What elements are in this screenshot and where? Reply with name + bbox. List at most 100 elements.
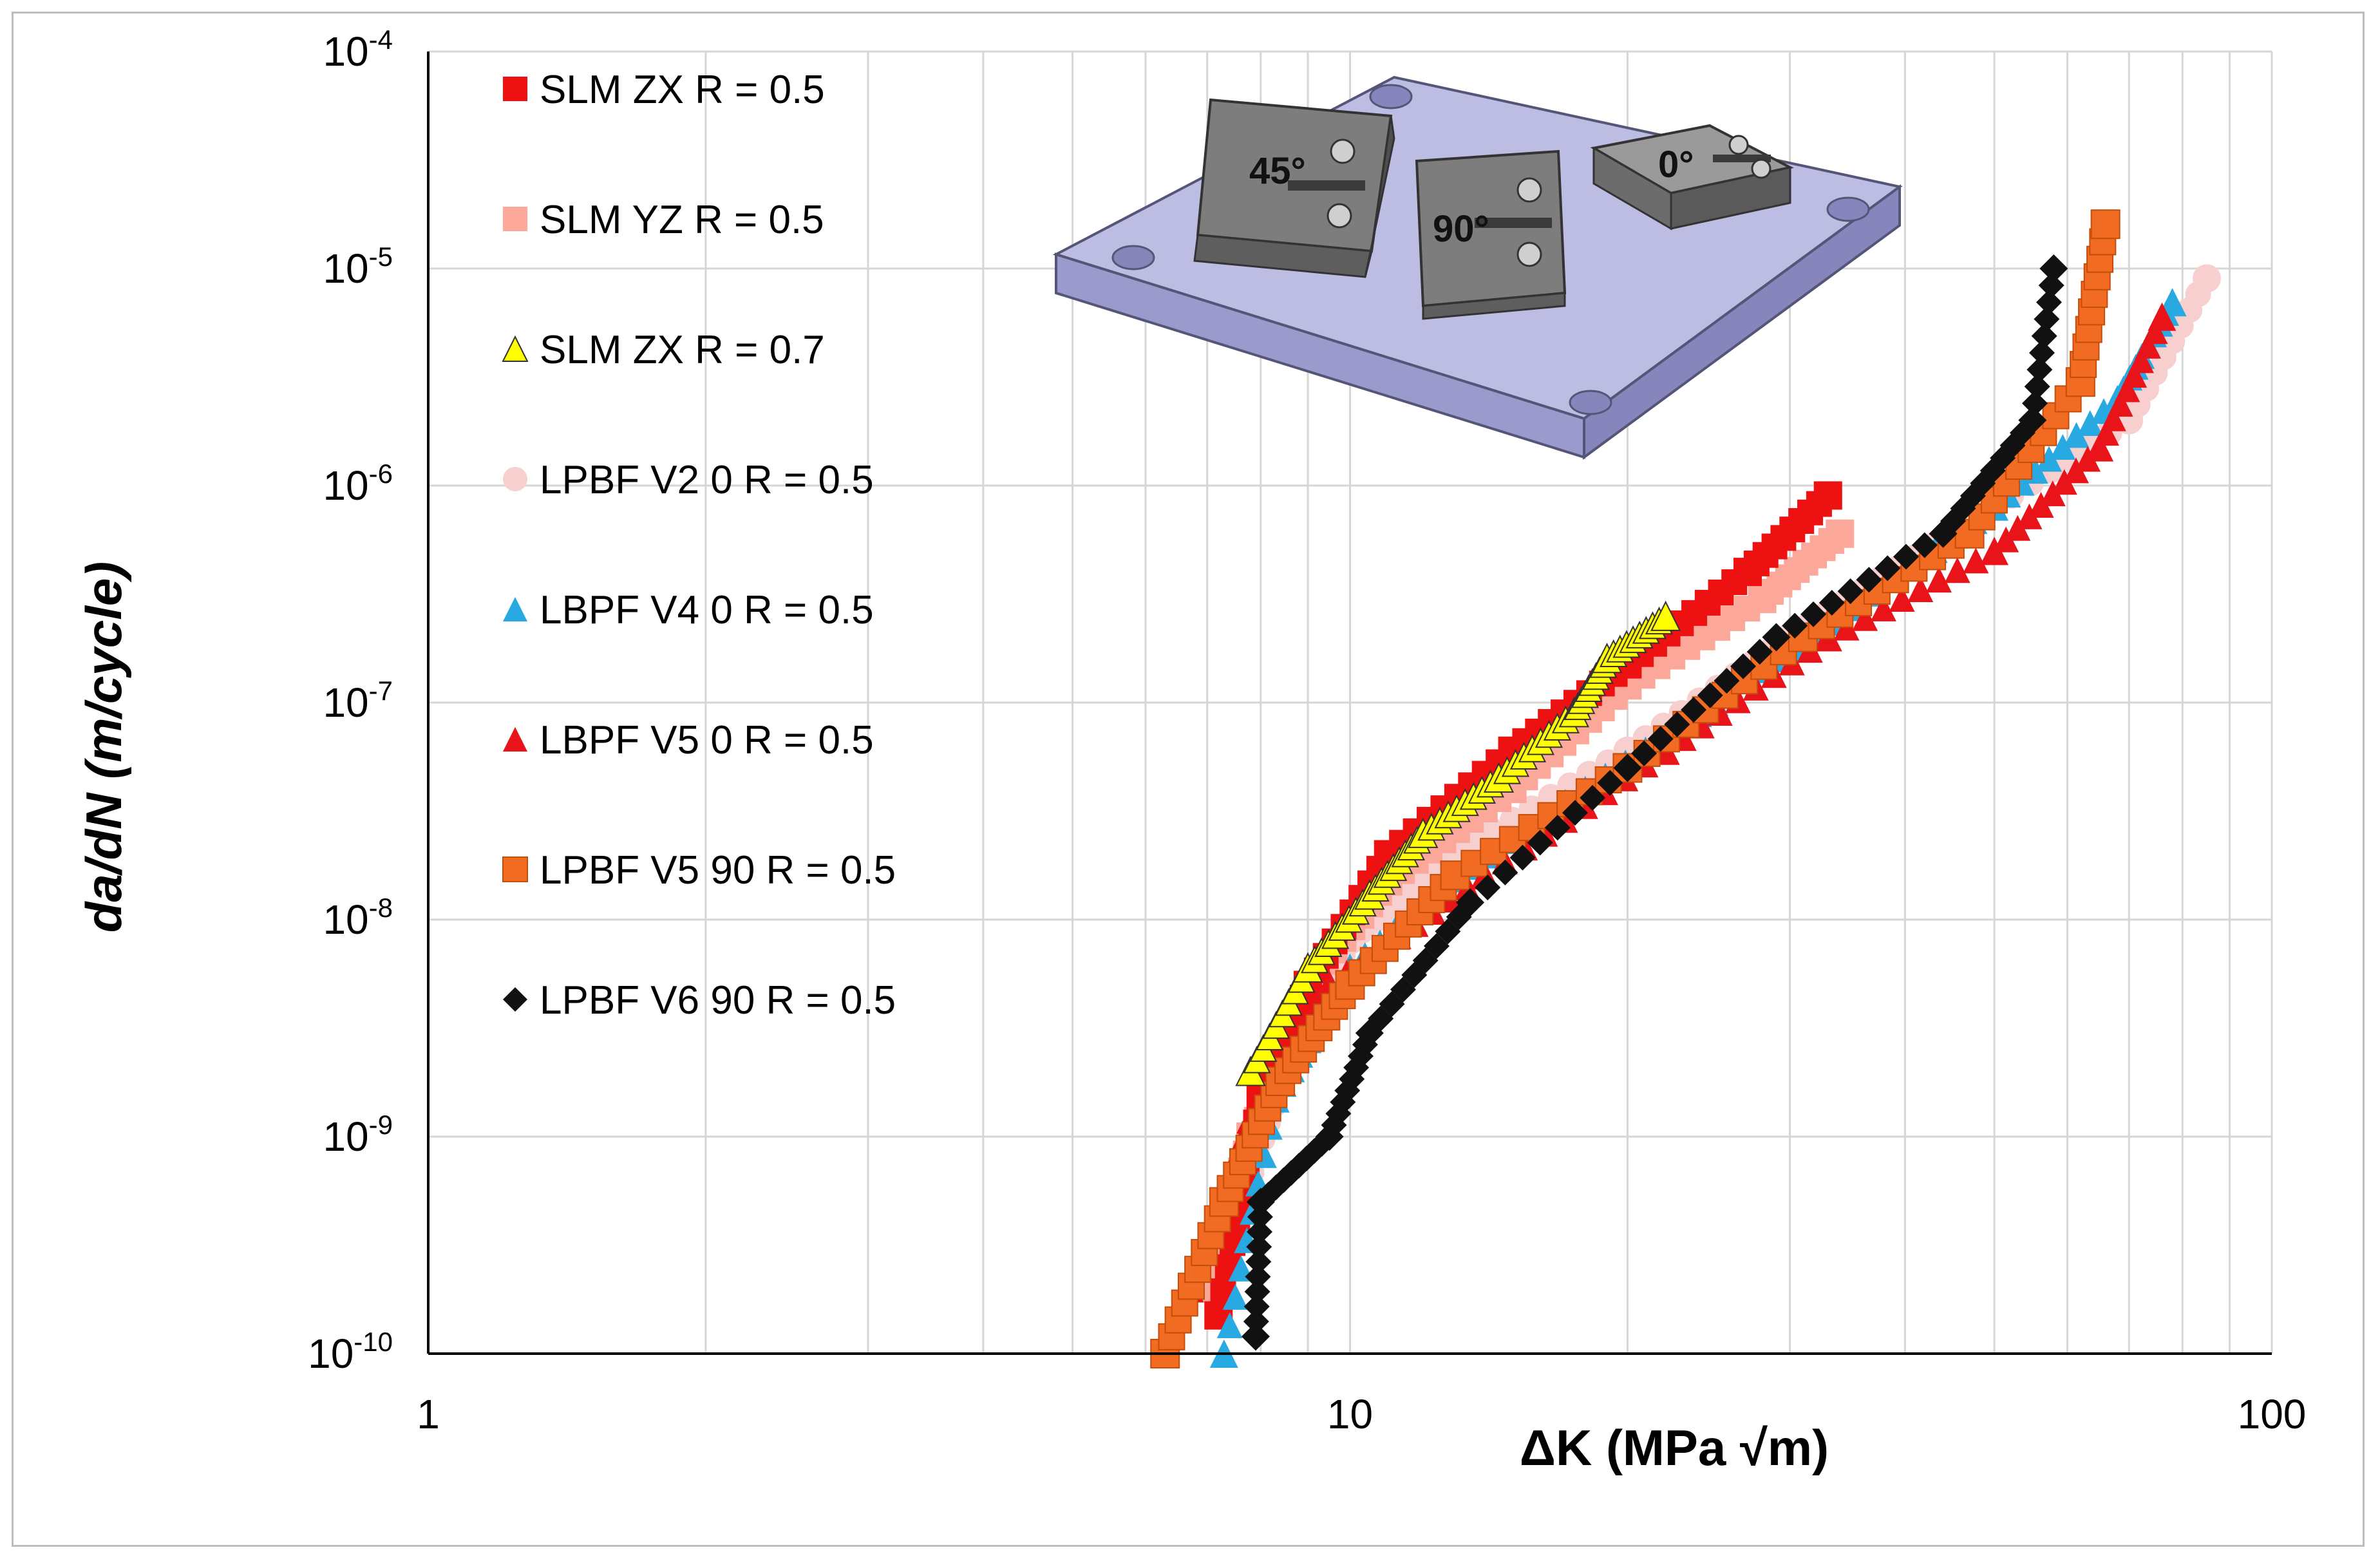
data-point [1527, 829, 1553, 856]
legend-marker [503, 597, 527, 621]
legend-label: LBPF V5 0 R = 0.5 [540, 718, 874, 762]
data-point [2036, 446, 2063, 472]
x-tick-label: 100 [2238, 1391, 2307, 1437]
data-point [2039, 254, 2068, 283]
data-point [1907, 576, 1934, 603]
data-point [1963, 547, 1989, 574]
data-point [1730, 653, 1757, 679]
data-point [2085, 433, 2114, 462]
data-point [1911, 532, 1938, 558]
data-point [1818, 589, 1845, 616]
data-point [1245, 1263, 1271, 1290]
legend-marker [502, 856, 528, 882]
legend-marker [503, 987, 527, 1012]
data-point [2021, 390, 2048, 417]
plate-hole [1826, 196, 1870, 222]
plate-side-edge [1583, 184, 1901, 460]
legend-label: LPBF V2 0 R = 0.5 [540, 458, 874, 502]
y-tick-label: 10-7 [323, 676, 393, 726]
data-point [1714, 668, 1740, 694]
data-point [1241, 1322, 1270, 1351]
inset-label-45: 45° [1249, 150, 1306, 192]
y-tick-label: 10-10 [308, 1327, 393, 1377]
data-point [1889, 585, 1915, 612]
data-point [2077, 410, 2103, 436]
data-point [2135, 332, 2161, 359]
legend-marker [503, 727, 527, 752]
legend-marker [503, 77, 527, 101]
data-point [2142, 318, 2168, 345]
data-point [1243, 1309, 1269, 1335]
legend-label: LPBF V6 90 R = 0.5 [540, 978, 896, 1023]
x-tick-label: 10 [1327, 1391, 1373, 1437]
x-axis-title: ΔK (MPa √m) [1520, 1419, 1829, 1476]
specimen-0: 0° [1590, 124, 1794, 231]
data-point [1247, 1218, 1273, 1245]
data-point [1681, 697, 1707, 723]
data-point [1597, 770, 1623, 796]
data-point [1875, 555, 1901, 582]
data-point [2093, 420, 2119, 446]
data-point [2036, 289, 2063, 316]
data-point [2063, 422, 2090, 448]
y-tick-label: 10-9 [323, 1110, 393, 1160]
data-point [1216, 1312, 1243, 1338]
legend-marker [502, 335, 529, 362]
data-point [1893, 544, 1920, 570]
legend-marker [503, 467, 527, 491]
data-point [1492, 859, 1518, 885]
legend-label: SLM ZX R = 0.5 [540, 68, 825, 112]
data-point [2024, 374, 2050, 400]
data-point [1697, 682, 1723, 708]
y-tick-labels: 10-10 10-9 10-8 10-7 10-6 10-5 10-4 [308, 24, 393, 1377]
legend-label: LBPF V4 0 R = 0.5 [540, 588, 874, 632]
data-point [1243, 1293, 1270, 1320]
data-point [1301, 1138, 1327, 1164]
series-7 [1241, 254, 2068, 1351]
data-point [1647, 726, 1674, 752]
plate-hole [1111, 245, 1155, 270]
inset-label-0: 0° [1658, 144, 1694, 185]
data-point [1813, 481, 1842, 510]
data-point [1247, 1204, 1273, 1230]
data-point [1613, 753, 1642, 782]
build-plate-inset: 45° 90° 0° [1052, 75, 1903, 460]
data-point [2034, 306, 2060, 332]
data-point [2128, 347, 2154, 374]
data-point [1925, 567, 1952, 593]
x-tick-labels: 1 10 100 [417, 1391, 2306, 1437]
data-point [2026, 357, 2053, 383]
data-point [1222, 1283, 1249, 1310]
data-point [2018, 406, 2047, 435]
legend-label: LPBF V5 90 R = 0.5 [540, 848, 896, 893]
legend-marker [503, 207, 527, 231]
data-point [2114, 376, 2140, 402]
data-point [2038, 272, 2064, 299]
data-point [1246, 1234, 1272, 1260]
data-point [2192, 264, 2221, 293]
data-point [1245, 1249, 1272, 1275]
data-point [2031, 323, 2057, 349]
series-1 [1193, 519, 1855, 1303]
data-point [2029, 339, 2055, 366]
data-point [1475, 875, 1501, 901]
data-point [2107, 391, 2133, 417]
data-point [1631, 740, 1658, 766]
data-point [1826, 519, 1855, 548]
data-point [1650, 600, 1681, 631]
axes [427, 52, 2272, 1355]
data-point [1293, 1145, 1319, 1171]
y-tick-label: 10-8 [323, 893, 393, 943]
data-points [1150, 209, 2221, 1368]
plate-hole [1569, 390, 1612, 415]
specimen-90: 90° [1415, 149, 1567, 320]
x-tick-label: 1 [417, 1391, 440, 1437]
y-tick-label: 10-5 [323, 241, 393, 292]
data-point [2100, 405, 2126, 431]
y-tick-label: 10-6 [323, 459, 393, 509]
data-point [1509, 844, 1536, 871]
data-point [1456, 888, 1485, 917]
legend-label: SLM YZ R = 0.5 [540, 198, 824, 242]
data-point [1944, 557, 1970, 583]
